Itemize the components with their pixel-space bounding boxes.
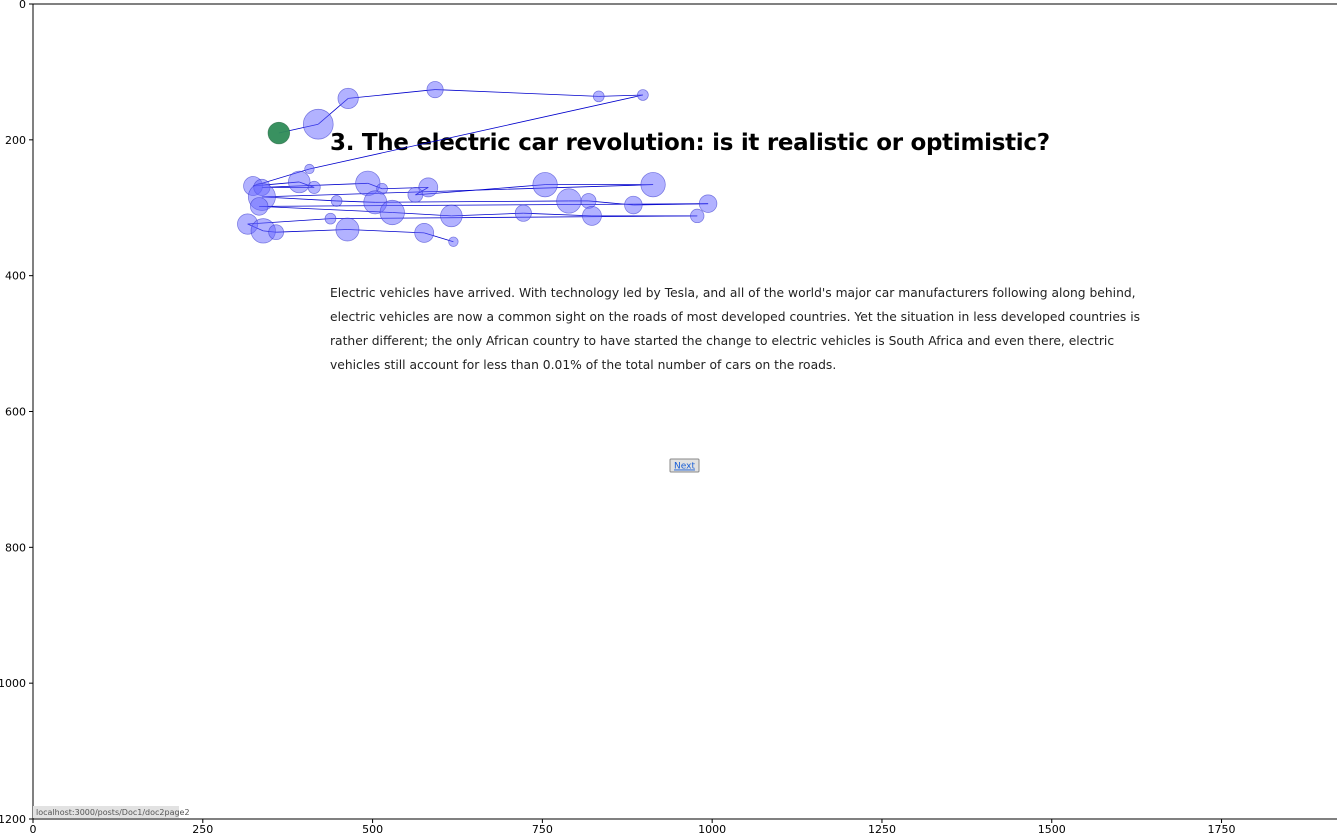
x-tick-label: 1250 xyxy=(868,823,896,836)
fixation-point xyxy=(337,87,359,109)
scanpath-segment xyxy=(347,229,425,234)
fixation-point xyxy=(514,204,532,222)
x-axis-ticks: 0 250 500 750 1000 1250 1500 1750 xyxy=(30,819,1236,836)
fixation-point xyxy=(580,193,597,209)
fixation-point xyxy=(330,195,343,207)
fixation-point xyxy=(592,90,605,103)
fixation-point xyxy=(302,108,334,140)
scanpath-segment xyxy=(523,212,592,217)
scanpath-segment xyxy=(598,94,643,97)
scanpath-segment xyxy=(435,89,599,97)
x-tick-label: 250 xyxy=(192,823,213,836)
status-bar: localhost:3000/posts/Doc1/doc2page2 xyxy=(33,806,190,818)
fixation-point xyxy=(624,195,643,215)
x-tick-label: 1500 xyxy=(1038,823,1066,836)
fixation-point xyxy=(288,170,311,194)
fixation-point xyxy=(324,212,337,225)
scanpath-segment xyxy=(261,184,654,198)
fixation-point xyxy=(307,180,321,194)
next-button-label[interactable]: Next xyxy=(674,462,695,472)
fixation-point xyxy=(304,163,315,175)
y-tick-label: 600 xyxy=(5,406,26,419)
x-tick-label: 500 xyxy=(362,823,383,836)
paragraph-line: vehicles still account for less than 0.0… xyxy=(330,358,836,372)
fixation-point xyxy=(379,199,405,226)
x-tick-label: 1000 xyxy=(698,823,726,836)
page-title: 3. The electric car revolution: is it re… xyxy=(330,130,1050,156)
fixation-point xyxy=(582,206,602,226)
fixation-point xyxy=(640,172,666,198)
scanpath-segment xyxy=(375,200,569,203)
fixation-point xyxy=(556,188,582,214)
x-tick-label: 1750 xyxy=(1208,823,1236,836)
next-button[interactable]: Next xyxy=(669,458,700,473)
y-tick-label: 1000 xyxy=(0,677,26,690)
fixation-point xyxy=(335,217,360,242)
paragraph-line: Electric vehicles have arrived. With tec… xyxy=(330,286,1136,300)
x-tick-label: 750 xyxy=(532,823,553,836)
fixation-point xyxy=(414,223,435,243)
fixation-point xyxy=(426,81,444,99)
fixation-point xyxy=(448,236,459,247)
status-url: localhost:3000/posts/Doc1/doc2page2 xyxy=(36,808,190,817)
y-axis-ticks: 0 200 400 600 800 1000 1200 xyxy=(0,0,33,826)
fixation-point xyxy=(440,204,463,228)
y-tick-label: 1200 xyxy=(0,813,26,826)
x-tick-label: 0 xyxy=(30,823,37,836)
fixation-point xyxy=(637,89,649,101)
y-tick-label: 800 xyxy=(5,541,26,554)
paragraph-line: rather different; the only African count… xyxy=(330,334,1114,348)
fixation-point xyxy=(418,177,439,198)
axes-frame xyxy=(32,3,1337,820)
scanpath-segment xyxy=(309,94,643,170)
scanpath-segment xyxy=(451,212,524,217)
fixation-point xyxy=(532,172,558,198)
y-tick-label: 400 xyxy=(5,270,26,283)
scanpath-segment xyxy=(348,89,436,99)
fixation-points xyxy=(237,81,718,247)
fixation-point-first xyxy=(267,121,291,145)
fixation-point xyxy=(249,197,269,216)
fixation-point xyxy=(698,194,718,213)
fixation-point xyxy=(268,224,284,241)
fixation-point xyxy=(407,187,424,203)
y-tick-label: 200 xyxy=(5,134,26,147)
fixation-point xyxy=(690,208,705,224)
paragraph-line: electric vehicles are now a common sight… xyxy=(330,310,1140,324)
y-tick-label: 0 xyxy=(19,0,26,11)
page-paragraph: Electric vehicles have arrived. With tec… xyxy=(330,286,1140,372)
